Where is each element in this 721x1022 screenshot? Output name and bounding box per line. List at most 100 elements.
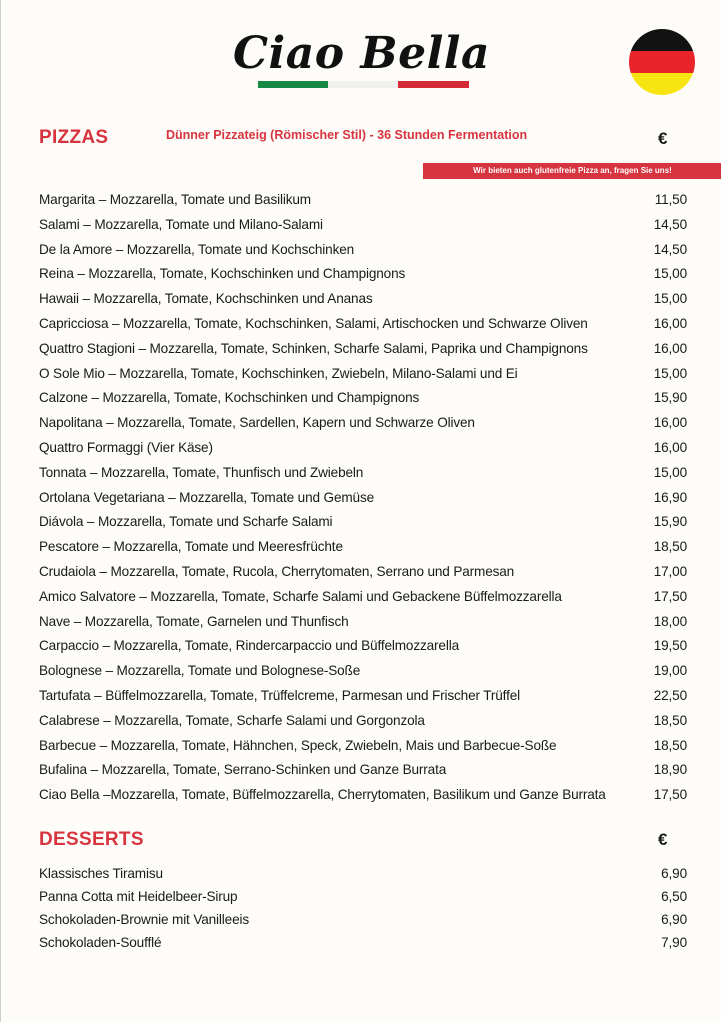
item-price: 16,00: [653, 315, 687, 331]
germany-flag-icon[interactable]: [629, 29, 695, 95]
menu-item: Reina – Mozzarella, Tomate, Kochschinken…: [39, 262, 687, 287]
item-price: 15,00: [653, 365, 687, 381]
pizzas-subtitle: Dünner Pizzateig (Römischer Stil) - 36 S…: [166, 128, 528, 142]
menu-item: Quattro Stagioni – Mozzarella, Tomate, S…: [39, 337, 687, 362]
item-price: 6,50: [661, 889, 687, 904]
menu-item: Barbecue – Mozzarella, Tomate, Hähnchen,…: [39, 734, 687, 759]
item-name: Ciao Bella –Mozzarella, Tomate, Büffelmo…: [39, 787, 606, 803]
gluten-free-banner: Wir bieten auch glutenfreie Pizza an, fr…: [423, 163, 721, 179]
menu-item: Nave – Mozzarella, Tomate, Garnelen und …: [39, 610, 687, 635]
item-price: 15,90: [653, 390, 687, 406]
item-price: 18,00: [653, 613, 687, 629]
menu-item: Ortolana Vegetariana – Mozzarella, Tomat…: [39, 486, 687, 511]
italian-stripe-white: [328, 81, 398, 88]
item-name: Barbecue – Mozzarella, Tomate, Hähnchen,…: [39, 737, 557, 753]
italian-stripe-green: [258, 81, 328, 88]
menu-item: Amico Salvatore – Mozzarella, Tomate, Sc…: [39, 585, 687, 610]
item-price: 15,90: [653, 514, 687, 530]
item-price: 14,50: [653, 241, 687, 257]
item-name: Pescatore – Mozzarella, Tomate und Meere…: [39, 539, 343, 555]
item-name: Amico Salvatore – Mozzarella, Tomate, Sc…: [39, 588, 562, 604]
menu-item: Calabrese – Mozzarella, Tomate, Scharfe …: [39, 709, 687, 734]
item-name: Tartufata – Büffelmozzarella, Tomate, Tr…: [39, 687, 520, 703]
menu-item: Bufalina – Mozzarella, Tomate, Serrano-S…: [39, 758, 687, 783]
menu-item: Salami – Mozzarella, Tomate und Milano-S…: [39, 213, 687, 238]
item-name: Panna Cotta mit Heidelbeer-Sirup: [39, 889, 238, 904]
restaurant-logo-title: Ciao Bella: [232, 28, 491, 79]
item-name: Crudaiola – Mozzarella, Tomate, Rucola, …: [39, 563, 515, 579]
desserts-heading: DESSERTS: [39, 829, 144, 850]
item-name: Reina – Mozzarella, Tomate, Kochschinken…: [39, 266, 406, 282]
item-price: 16,90: [653, 489, 687, 505]
item-name: Calabrese – Mozzarella, Tomate, Scharfe …: [39, 712, 425, 728]
pizza-list: Margarita – Mozzarella, Tomate und Basil…: [39, 188, 687, 808]
item-price: 6,90: [661, 866, 687, 881]
italian-stripe-red: [398, 81, 469, 88]
item-name: Schokoladen-Brownie mit Vanilleeis: [39, 912, 249, 927]
menu-item: Carpaccio – Mozzarella, Tomate, Rinderca…: [39, 634, 687, 659]
item-price: 19,00: [653, 663, 687, 679]
item-name: Bufalina – Mozzarella, Tomate, Serrano-S…: [39, 762, 447, 778]
item-name: Napolitana – Mozzarella, Tomate, Sardell…: [39, 415, 475, 431]
item-name: Diávola – Mozzarella, Tomate und Scharfe…: [39, 514, 333, 530]
item-name: O Sole Mio – Mozzarella, Tomate, Kochsch…: [39, 365, 518, 381]
item-price: 17,50: [653, 588, 687, 604]
item-price: 17,00: [653, 563, 687, 579]
menu-item: Tartufata – Büffelmozzarella, Tomate, Tr…: [39, 684, 687, 709]
item-price: 16,00: [653, 439, 687, 455]
menu-item: Pescatore – Mozzarella, Tomate und Meere…: [39, 535, 687, 560]
menu-item: Diávola – Mozzarella, Tomate und Scharfe…: [39, 510, 687, 535]
menu-item: De la Amore – Mozzarella, Tomate und Koc…: [39, 238, 687, 263]
item-name: Ortolana Vegetariana – Mozzarella, Tomat…: [39, 489, 375, 505]
item-name: Nave – Mozzarella, Tomate, Garnelen und …: [39, 613, 349, 629]
item-price: 17,50: [653, 787, 687, 803]
menu-item: Tonnata – Mozzarella, Tomate, Thunfisch …: [39, 461, 687, 486]
item-name: Quattro Formaggi (Vier Käse): [39, 439, 213, 455]
item-price: 15,00: [653, 464, 687, 480]
item-name: Calzone – Mozzarella, Tomate, Kochschink…: [39, 390, 420, 406]
item-name: Carpaccio – Mozzarella, Tomate, Rinderca…: [39, 638, 459, 654]
menu-item: Klassisches Tiramisu 6,90: [39, 862, 687, 885]
menu-item: Panna Cotta mit Heidelbeer-Sirup 6,50: [39, 885, 687, 908]
item-price: 18,50: [653, 712, 687, 728]
menu-item: Margarita – Mozzarella, Tomate und Basil…: [39, 188, 687, 213]
menu-item: Ciao Bella –Mozzarella, Tomate, Büffelmo…: [39, 783, 687, 808]
item-price: 15,00: [653, 291, 687, 307]
item-price: 7,90: [661, 935, 687, 950]
dessert-list: Klassisches Tiramisu 6,90 Panna Cotta mit …: [39, 862, 687, 954]
menu-item: Capricciosa – Mozzarella, Tomate, Kochsc…: [39, 312, 687, 337]
item-name: Klassisches Tiramisu: [39, 866, 163, 881]
menu-item: Calzone – Mozzarella, Tomate, Kochschink…: [39, 386, 687, 411]
item-price: 15,00: [653, 266, 687, 282]
menu-item: Schokoladen-Brownie mit Vanilleeis 6,90: [39, 908, 687, 931]
item-price: 22,50: [653, 687, 687, 703]
menu-item: Bolognese – Mozzarella, Tomate und Bolog…: [39, 659, 687, 684]
menu-item: Crudaiola – Mozzarella, Tomate, Rucola, …: [39, 560, 687, 585]
item-price: 14,50: [653, 216, 687, 232]
menu-item: Napolitana – Mozzarella, Tomate, Sardell…: [39, 411, 687, 436]
item-name: Bolognese – Mozzarella, Tomate und Bolog…: [39, 663, 361, 679]
item-price: 18,90: [653, 762, 687, 778]
menu-item: Hawaii – Mozzarella, Tomate, Kochschinke…: [39, 287, 687, 312]
menu-item: Quattro Formaggi (Vier Käse) 16,00: [39, 436, 687, 461]
item-price: 16,00: [653, 415, 687, 431]
item-price: 16,00: [653, 340, 687, 356]
desserts-currency: €: [658, 830, 668, 849]
item-name: Margarita – Mozzarella, Tomate und Basil…: [39, 192, 311, 207]
menu-item: O Sole Mio – Mozzarella, Tomate, Kochsch…: [39, 362, 687, 387]
item-price: 19,50: [653, 638, 687, 654]
menu-item: Schokoladen-Soufflé 7,90: [39, 931, 687, 954]
item-name: Hawaii – Mozzarella, Tomate, Kochschinke…: [39, 291, 373, 307]
item-name: De la Amore – Mozzarella, Tomate und Koc…: [39, 241, 355, 257]
item-name: Quattro Stagioni – Mozzarella, Tomate, S…: [39, 340, 588, 356]
item-price: 11,50: [654, 192, 687, 207]
item-name: Tonnata – Mozzarella, Tomate, Thunfisch …: [39, 464, 364, 480]
item-price: 18,50: [653, 539, 687, 555]
pizzas-heading: PIZZAS: [39, 127, 109, 148]
item-name: Capricciosa – Mozzarella, Tomate, Kochsc…: [39, 315, 588, 331]
pizzas-currency: €: [658, 129, 668, 148]
item-name: Schokoladen-Soufflé: [39, 935, 162, 950]
item-name: Salami – Mozzarella, Tomate und Milano-S…: [39, 216, 323, 232]
item-price: 6,90: [661, 912, 687, 927]
item-price: 18,50: [653, 737, 687, 753]
